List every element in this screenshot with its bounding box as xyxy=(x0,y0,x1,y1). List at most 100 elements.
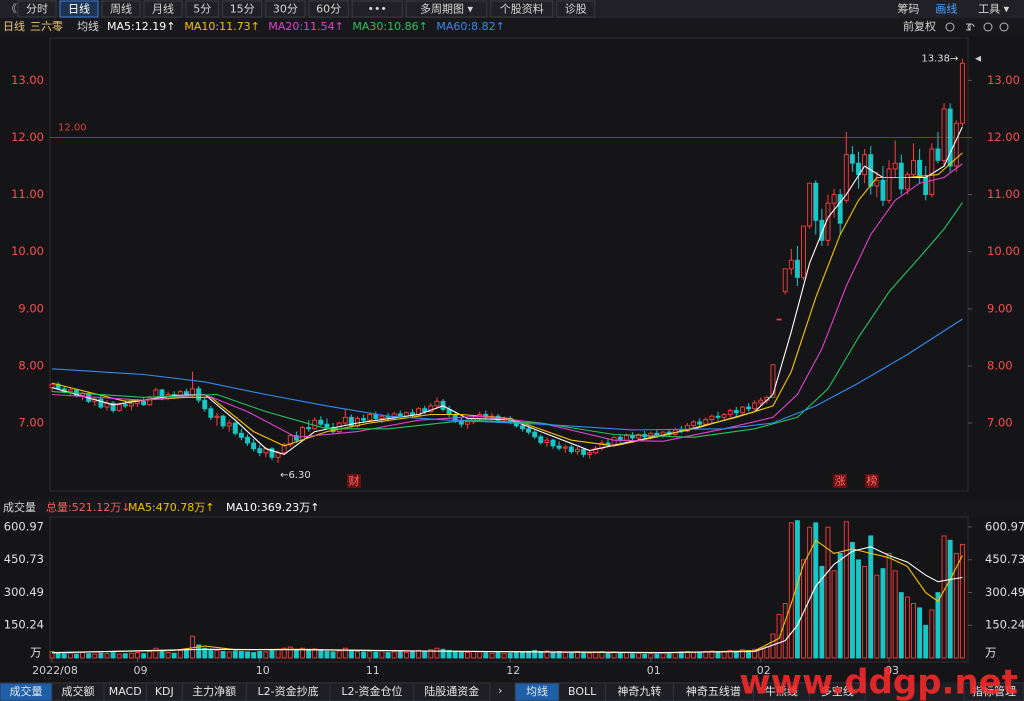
candle-body xyxy=(465,421,470,425)
candle-body xyxy=(581,448,587,455)
back-icon[interactable]: 《 xyxy=(6,2,17,15)
toolbar-bg xyxy=(0,0,1024,18)
volume-bar xyxy=(819,565,825,659)
tab[interactable]: 指标管理 xyxy=(972,684,1016,698)
volume-bar xyxy=(605,652,611,659)
event-marker-bg[interactable] xyxy=(833,474,847,488)
toolbar-button-bg[interactable] xyxy=(405,0,488,18)
candle-body xyxy=(776,318,782,321)
candle-body xyxy=(849,154,855,164)
candle-body xyxy=(391,413,397,418)
candle-body xyxy=(623,435,629,441)
volume-bar xyxy=(80,652,86,659)
adjust-mode[interactable]: 前复权 xyxy=(903,19,936,33)
candle-body xyxy=(245,436,250,444)
candle-body xyxy=(257,448,263,454)
toolbar-button[interactable]: 60分 xyxy=(316,3,341,16)
volume-bar xyxy=(306,648,312,659)
watermark: www.ddgp.net xyxy=(739,663,1018,701)
volume-bar xyxy=(312,648,318,659)
icon[interactable] xyxy=(999,22,1009,32)
toolbar-button[interactable]: ••• xyxy=(367,3,386,16)
event-marker: 涨 xyxy=(835,475,846,488)
y-tick-label: 12.00 xyxy=(11,130,44,144)
volume-bar xyxy=(520,651,525,659)
toolbar-button[interactable]: 筹码 xyxy=(897,2,919,16)
volume-bar xyxy=(709,650,715,659)
tab[interactable]: 牛熊线 xyxy=(765,684,798,698)
toolbar-button[interactable]: 周线 xyxy=(110,2,132,16)
toolbar-button[interactable]: 15分 xyxy=(230,3,255,16)
y-tick-label: 600.97 xyxy=(4,519,44,533)
y-tick-label: 13.00 xyxy=(11,73,44,87)
toolbar-button-bg[interactable] xyxy=(17,0,57,18)
volume-ma-line xyxy=(51,546,963,654)
toolbar-button-bg[interactable] xyxy=(222,0,263,18)
toolbar-button[interactable]: 多周期图 ▾ xyxy=(420,2,473,16)
event-marker-bg[interactable] xyxy=(865,474,879,488)
x-tick-label: 02 xyxy=(757,664,771,677)
icon[interactable] xyxy=(983,22,993,32)
tab[interactable]: 均线 xyxy=(526,684,548,698)
volume-bar xyxy=(917,607,923,659)
tab[interactable]: 陆股通资金 xyxy=(424,684,479,698)
volume-bar xyxy=(691,652,696,659)
toolbar-button-bg[interactable] xyxy=(59,0,99,18)
candle-body xyxy=(947,108,953,167)
toolbar-button-bg[interactable] xyxy=(265,0,306,18)
candle-body xyxy=(49,383,55,389)
candle-body xyxy=(898,162,904,190)
tab-bg[interactable] xyxy=(808,682,866,701)
candle-body xyxy=(880,179,886,201)
tab[interactable]: 神奇五线谱 xyxy=(686,684,741,698)
tab[interactable]: 多空线 xyxy=(821,684,854,698)
volume-bar xyxy=(752,648,758,659)
event-marker-bg[interactable] xyxy=(347,474,361,488)
toolbar-button[interactable]: 分时 xyxy=(26,3,48,16)
toolbar-button[interactable]: 日线 xyxy=(68,2,90,16)
tab[interactable]: L2-资金抄底 xyxy=(258,684,319,698)
toolbar-button[interactable]: 30分 xyxy=(273,3,298,16)
tab[interactable]: 神奇九转 xyxy=(617,684,661,698)
toolbar-button[interactable]: 个股资料 xyxy=(500,2,544,16)
volume-bar xyxy=(501,653,507,659)
icon[interactable] xyxy=(966,23,975,31)
tab[interactable]: KDJ xyxy=(155,685,174,698)
tab-scroll[interactable]: › xyxy=(498,684,502,697)
toolbar-button-bg[interactable] xyxy=(101,0,141,18)
tab-bg[interactable] xyxy=(413,682,491,701)
toolbar-button-bg[interactable] xyxy=(490,0,554,18)
volume-bar xyxy=(947,539,953,659)
tab-bg[interactable] xyxy=(963,682,1024,701)
tab[interactable]: 成交量 xyxy=(10,684,43,698)
candle-body xyxy=(733,410,739,414)
toolbar-button[interactable]: 月线 xyxy=(152,2,174,16)
volume-bar xyxy=(856,559,861,659)
y-tick-label-right: 10.00 xyxy=(987,244,1020,258)
icon[interactable] xyxy=(945,22,955,32)
candle-body xyxy=(238,432,244,438)
toolbar-button-bg[interactable] xyxy=(556,0,596,18)
tab[interactable]: BOLL xyxy=(568,685,597,698)
volume-bar xyxy=(465,652,470,659)
tab[interactable]: MACD xyxy=(109,685,142,698)
candle-body xyxy=(739,406,745,414)
toolbar-button-bg[interactable] xyxy=(143,0,183,18)
tab[interactable]: 成交额 xyxy=(62,684,95,698)
x-tick-label: 03 xyxy=(885,664,899,677)
candle-body xyxy=(831,194,837,204)
tab[interactable]: L2-资金仓位 xyxy=(341,684,402,698)
candle-body xyxy=(306,427,312,430)
volume-bar xyxy=(672,652,678,659)
tab[interactable]: 主力净额 xyxy=(192,684,236,698)
toolbar-button-bg[interactable] xyxy=(185,0,220,18)
toolbar-button[interactable]: 工具 ▾ xyxy=(978,3,1009,16)
toolbar-button-bg[interactable] xyxy=(351,0,403,18)
toolbar-button[interactable]: 5分 xyxy=(193,3,211,16)
candle-body xyxy=(837,194,843,224)
candle-body xyxy=(813,182,819,221)
toolbar-button[interactable]: 诊股 xyxy=(565,2,587,16)
toolbar-button[interactable]: 画线 xyxy=(935,2,957,16)
toolbar-button-bg[interactable] xyxy=(308,0,349,18)
volume-bar xyxy=(587,652,593,659)
